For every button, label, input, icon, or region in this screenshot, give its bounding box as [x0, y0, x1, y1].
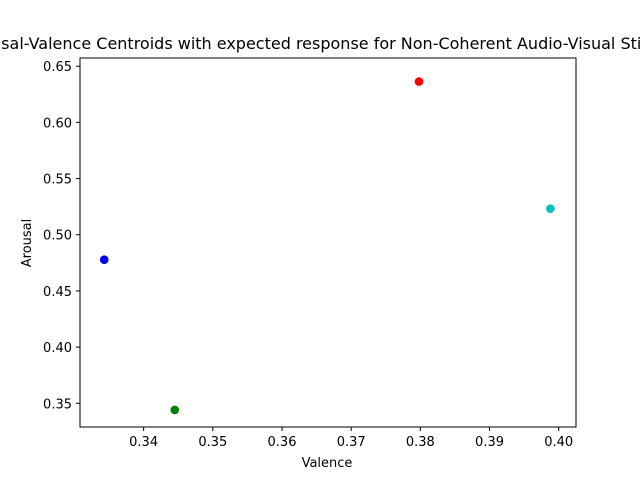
- y-tick-label: 0.60: [43, 116, 72, 131]
- x-axis-label: Valence: [302, 456, 353, 471]
- axes-frame: [79, 57, 577, 428]
- data-point: [170, 405, 180, 415]
- x-axis: 0.34 0.35 0.36 0.37 0.38 0.39 0.40: [129, 427, 573, 450]
- y-axis-label: Arousal: [20, 219, 35, 268]
- x-tick-label: 0.37: [337, 435, 366, 450]
- y-tick-label: 0.65: [43, 60, 72, 75]
- y-tick-label: 0.45: [43, 285, 72, 300]
- y-axis: 0.35 0.40 0.45 0.50 0.55 0.60 0.65: [43, 60, 80, 412]
- x-tick-label: 0.40: [544, 435, 573, 450]
- x-tick-label: 0.35: [198, 435, 227, 450]
- y-tick-label: 0.40: [43, 341, 72, 356]
- data-point: [546, 204, 555, 213]
- y-tick-label: 0.55: [43, 173, 72, 188]
- x-tick-label: 0.36: [268, 435, 297, 450]
- plot-area: [99, 77, 555, 415]
- x-tick-label: 0.34: [129, 435, 158, 450]
- y-tick-label: 0.50: [43, 229, 72, 244]
- y-tick-label: 0.35: [43, 397, 72, 412]
- data-point: [99, 255, 109, 264]
- chart-title: Arousal-Valence Centroids with expected …: [0, 34, 640, 53]
- x-tick-label: 0.39: [475, 435, 504, 450]
- x-tick-label: 0.38: [406, 435, 435, 450]
- data-point: [414, 77, 424, 86]
